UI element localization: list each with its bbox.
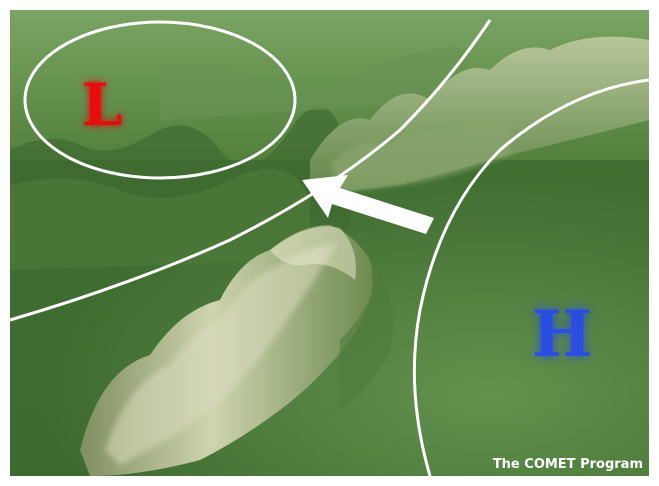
isobar-high-ring xyxy=(412,78,649,476)
terrain-diagram: L H The COMET Program xyxy=(10,10,649,476)
low-pressure-label: L xyxy=(82,71,123,139)
far-ridge xyxy=(310,36,649,196)
credit-text: The COMET Program xyxy=(493,457,643,472)
weather-terrain-figure: L H The COMET Program xyxy=(10,10,649,476)
high-pressure-label: H xyxy=(532,297,592,372)
isobars xyxy=(10,19,649,476)
isobar-low-ring xyxy=(23,20,297,180)
main-ridge xyxy=(80,225,394,476)
wind-arrow-icon xyxy=(302,175,434,234)
isobar-diagonal xyxy=(10,19,492,322)
